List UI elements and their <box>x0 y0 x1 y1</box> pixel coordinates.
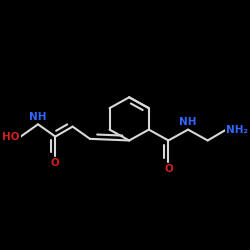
Text: HO: HO <box>2 132 20 141</box>
Text: NH₂: NH₂ <box>226 125 248 135</box>
Text: O: O <box>51 158 60 168</box>
Text: NH: NH <box>29 112 47 122</box>
Text: NH: NH <box>179 117 197 127</box>
Text: O: O <box>164 164 173 174</box>
